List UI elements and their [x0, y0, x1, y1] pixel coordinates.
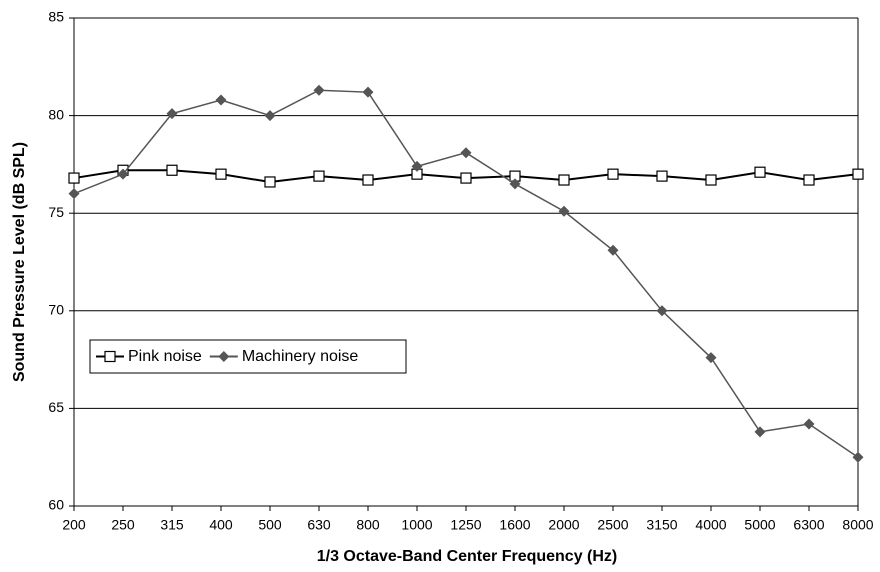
legend-label: Machinery noise	[242, 348, 359, 365]
x-tick-label: 1600	[499, 517, 530, 533]
marker	[607, 168, 619, 180]
x-axis-title: 1/3 Octave-Band Center Frequency (Hz)	[317, 548, 618, 565]
marker	[705, 174, 717, 186]
marker	[313, 84, 325, 96]
marker	[607, 244, 619, 256]
marker	[264, 176, 276, 188]
x-tick-label: 200	[62, 517, 86, 533]
marker	[215, 94, 227, 106]
marker	[460, 172, 472, 184]
marker	[558, 205, 570, 217]
marker	[460, 147, 472, 159]
marker	[852, 168, 864, 180]
marker	[852, 451, 864, 463]
marker	[313, 170, 325, 182]
marker	[656, 305, 668, 317]
marker	[362, 86, 374, 98]
marker	[754, 426, 766, 438]
marker	[68, 172, 80, 184]
marker	[166, 164, 178, 176]
x-tick-label: 2500	[597, 517, 628, 533]
y-tick-label: 75	[48, 204, 64, 220]
legend-label: Pink noise	[128, 348, 202, 365]
y-tick-label: 80	[48, 106, 64, 122]
x-tick-label: 800	[356, 517, 380, 533]
marker	[509, 178, 521, 190]
marker	[803, 174, 815, 186]
x-tick-label: 8000	[842, 517, 873, 533]
y-tick-label: 70	[48, 302, 64, 318]
marker	[117, 168, 129, 180]
x-tick-label: 250	[111, 517, 135, 533]
marker	[411, 160, 423, 172]
marker	[362, 174, 374, 186]
y-axis-title: Sound Pressure Level (dB SPL)	[11, 142, 28, 382]
x-tick-label: 315	[160, 517, 184, 533]
marker	[218, 351, 230, 362]
x-tick-label: 4000	[695, 517, 726, 533]
x-tick-label: 2000	[548, 517, 579, 533]
x-tick-label: 6300	[793, 517, 824, 533]
legend-box	[89, 339, 407, 374]
marker	[264, 110, 276, 122]
x-tick-label: 1250	[450, 517, 481, 533]
marker	[104, 350, 116, 363]
y-tick-label: 60	[48, 497, 64, 513]
marker	[656, 170, 668, 182]
marker	[68, 188, 80, 200]
marker	[705, 352, 717, 364]
series-line	[73, 89, 859, 458]
marker	[754, 166, 766, 178]
y-tick-label: 65	[48, 399, 64, 415]
x-tick-label: 400	[209, 517, 233, 533]
x-tick-label: 3150	[646, 517, 677, 533]
x-tick-label: 500	[258, 517, 282, 533]
marker	[558, 174, 570, 186]
marker	[803, 418, 815, 430]
marker	[166, 108, 178, 120]
x-tick-label: 630	[307, 517, 331, 533]
x-tick-label: 5000	[744, 517, 775, 533]
marker	[215, 168, 227, 180]
y-tick-label: 85	[48, 9, 64, 25]
x-tick-label: 1000	[401, 517, 432, 533]
